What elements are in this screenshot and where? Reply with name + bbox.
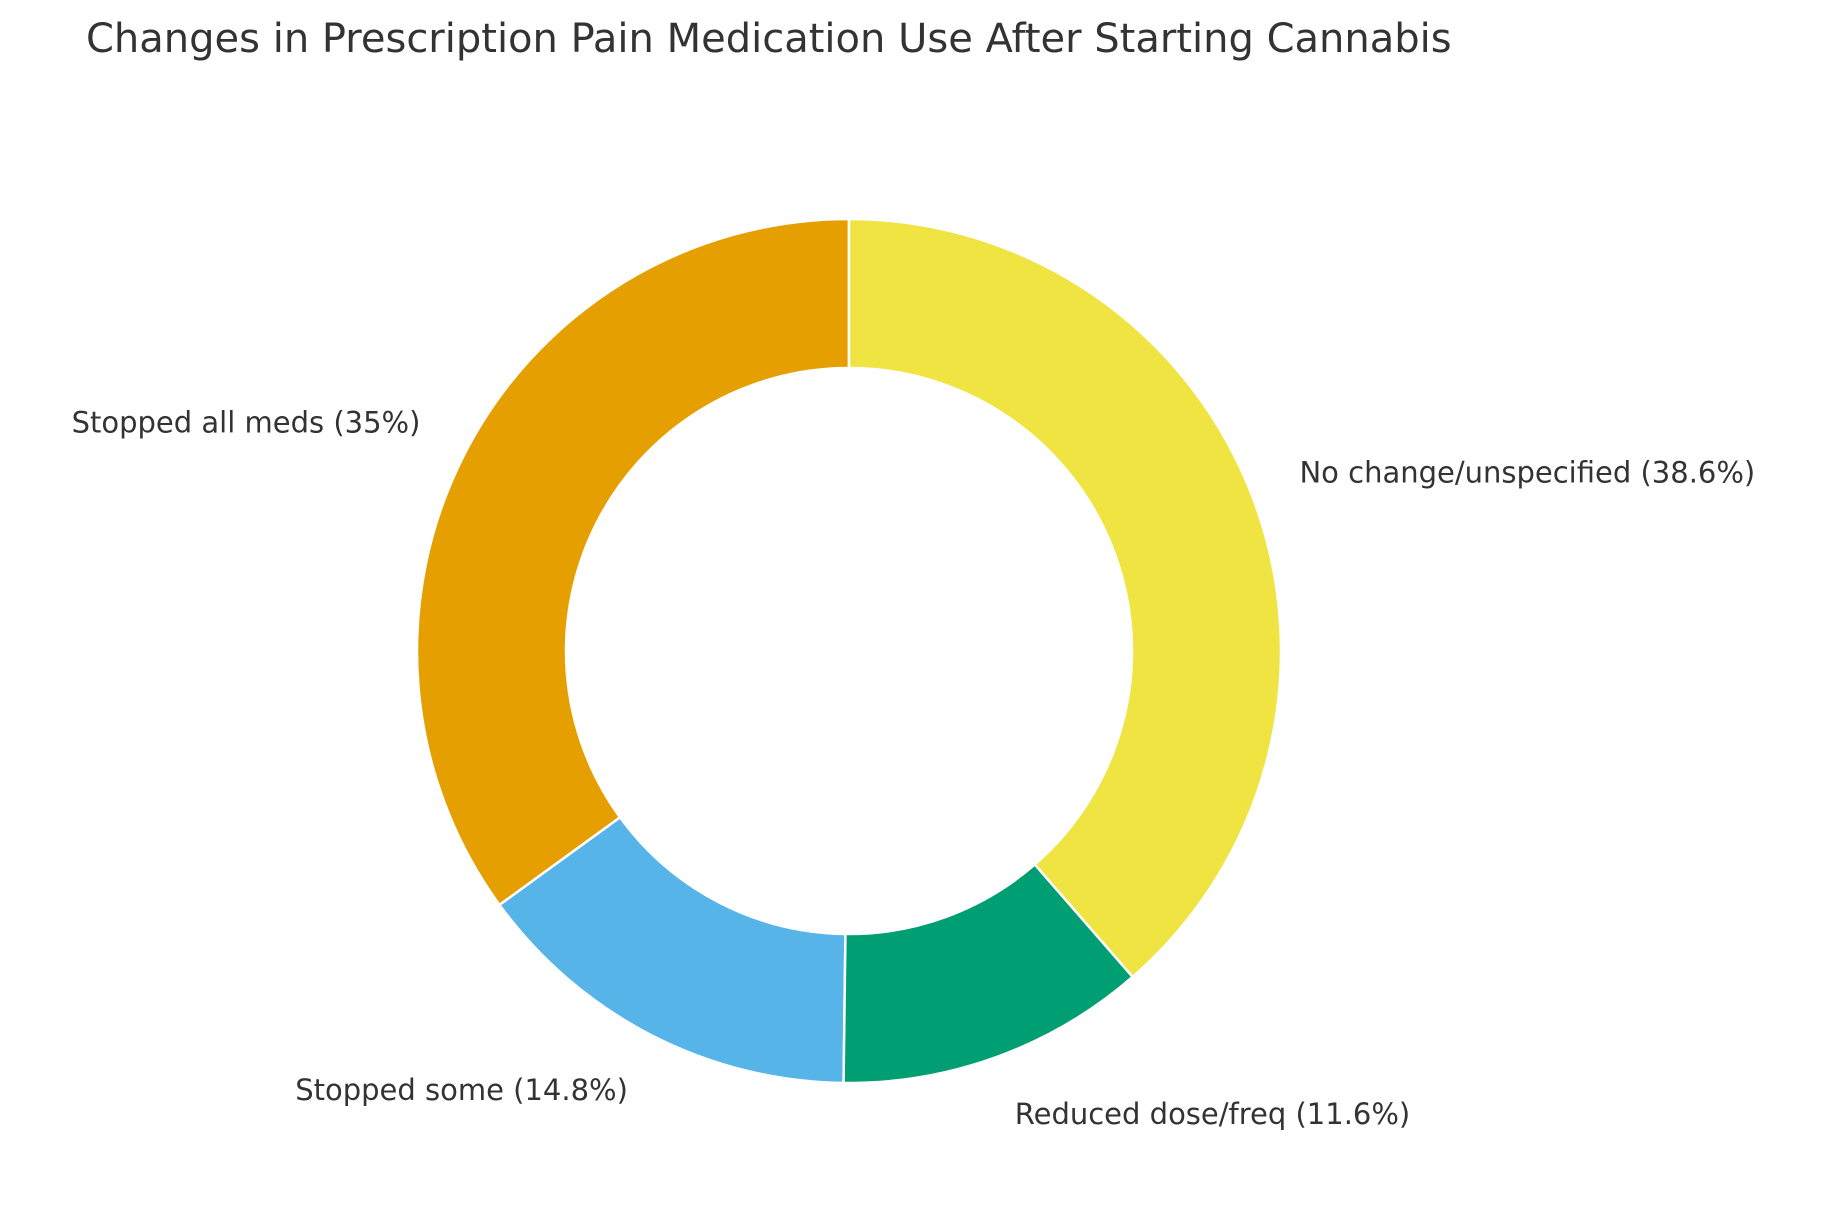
donut-slices bbox=[415, 217, 1283, 1085]
chart-title: Changes in Prescription Pain Medication … bbox=[86, 16, 1452, 62]
slice-labels: Stopped all meds (35%) Stopped some (14.8… bbox=[72, 406, 1756, 1131]
slice-label-stopped-all-meds: Stopped all meds (35%) bbox=[72, 406, 421, 440]
slice-stopped-some bbox=[497, 815, 847, 1085]
slice-label-reduced-dose-freq: Reduced dose/freq (11.6%) bbox=[1015, 1097, 1410, 1131]
slice-label-stopped-some: Stopped some (14.8%) bbox=[295, 1073, 628, 1107]
slice-no-change-unspecified bbox=[847, 217, 1283, 979]
slice-label-no-change-unspecified: No change/unspecified (38.6%) bbox=[1299, 455, 1755, 489]
slice-stopped-all-meds bbox=[415, 217, 851, 907]
